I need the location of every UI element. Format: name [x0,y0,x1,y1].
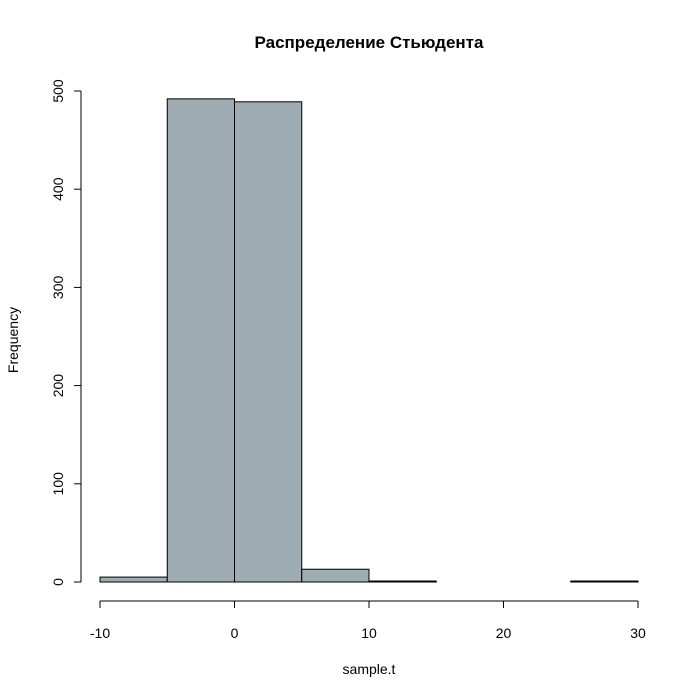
x-tick-label: 10 [361,625,377,641]
histogram-bar [301,568,370,583]
histogram-bar [234,101,303,583]
histogram-bar [368,580,437,583]
y-axis-label: Frequency [5,307,21,373]
y-tick-label: 200 [50,374,66,398]
chart-title: Распределение Стьюдента [255,33,484,52]
histogram-bar [166,98,235,583]
histogram-bar [99,576,168,583]
y-axis: 0 100 200 300 400 500 [50,79,82,586]
y-tick-label: 300 [50,276,66,300]
x-axis-label: sample.t [343,661,396,677]
x-tick-label: -10 [90,625,110,641]
x-axis: -10 0 10 20 30 [90,600,646,641]
y-tick-label: 0 [50,578,66,586]
histogram-bar [570,580,639,583]
x-tick-label: 20 [496,625,512,641]
y-tick-label: 100 [50,472,66,496]
y-tick-label: 500 [50,79,66,103]
y-tick-label: 400 [50,177,66,201]
x-tick-label: 0 [231,625,239,641]
bars-group [99,98,639,583]
x-tick-label: 30 [630,625,646,641]
